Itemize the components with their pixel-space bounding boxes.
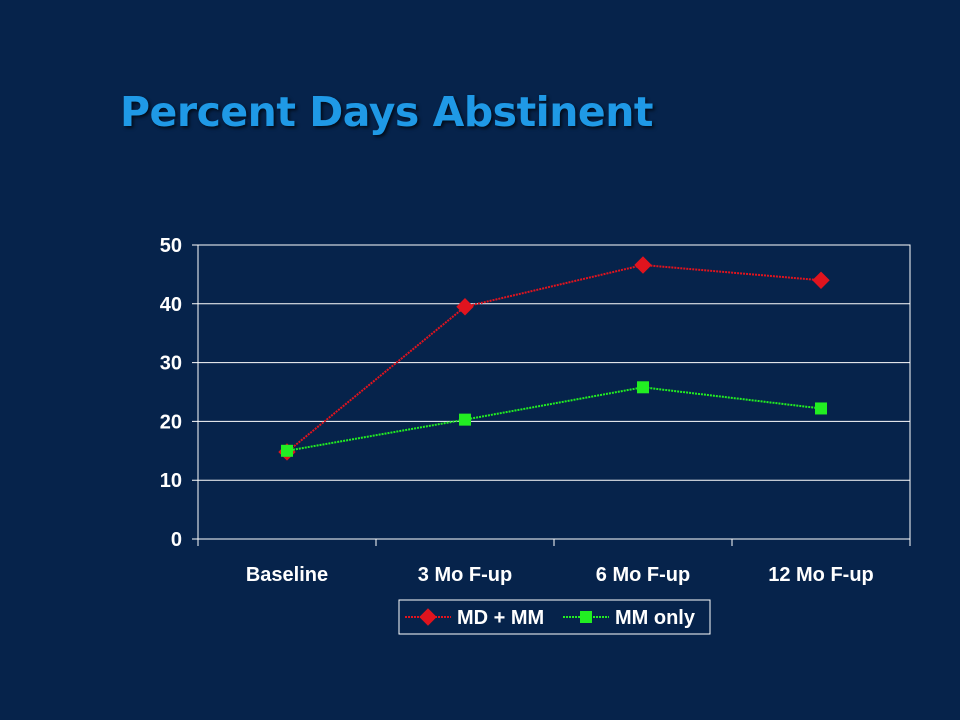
legend-entry: MM only (563, 607, 696, 629)
series-line (286, 263, 822, 453)
data-point (815, 402, 827, 415)
y-tick-label: 20 (160, 411, 182, 433)
x-tick-label: 6 Mo F-up (596, 564, 690, 586)
legend-entry: MD + MM (405, 607, 544, 629)
y-tick-label: 40 (160, 294, 182, 316)
legend-marker (580, 611, 592, 623)
y-tick-label: 50 (160, 235, 182, 257)
x-tick-label: 3 Mo F-up (418, 564, 512, 586)
chart-axes: 0 10 20 30 40 50 Baseline 3 Mo F-up 6 Mo F-up 12 … (160, 235, 911, 586)
data-point (812, 271, 830, 289)
chart-legend: MD + MM MM only (398, 599, 711, 635)
legend-label: MM only (615, 607, 696, 629)
series-mm-only (281, 381, 827, 457)
slide-title: Percent Days Abstinent (120, 88, 654, 136)
x-tick-label: 12 Mo F-up (768, 564, 874, 586)
plot-area-frame (197, 244, 911, 540)
data-point (634, 256, 652, 274)
y-tick-label: 0 (171, 529, 182, 551)
data-point (637, 381, 649, 394)
chart-grid (192, 244, 911, 540)
series-line (286, 386, 822, 452)
series-md-mm (278, 256, 830, 461)
legend-marker (419, 608, 437, 626)
data-point (281, 444, 293, 457)
x-tick-label: Baseline (246, 564, 328, 586)
legend-label: MD + MM (457, 607, 544, 629)
chart-series (278, 256, 830, 461)
data-point (459, 413, 471, 426)
legend-box (398, 599, 711, 635)
y-tick-label: 10 (160, 470, 182, 492)
data-point (456, 298, 474, 316)
y-tick-label: 30 (160, 353, 182, 375)
